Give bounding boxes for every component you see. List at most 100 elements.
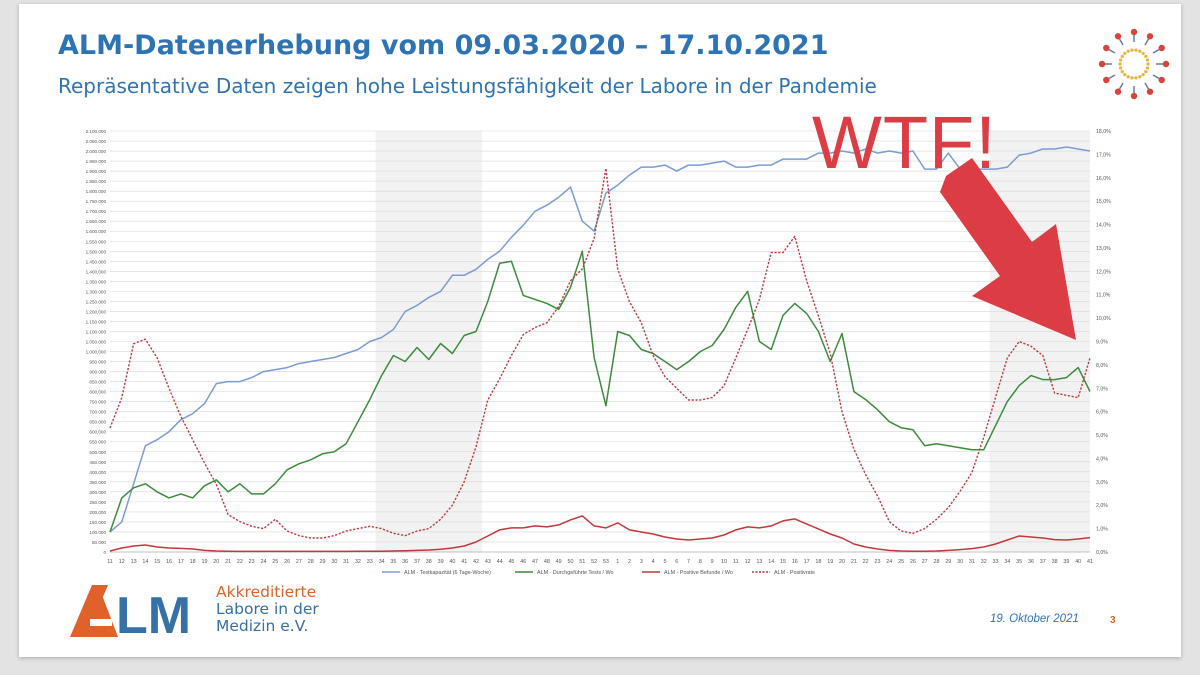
- alm-logo-mark: LM: [70, 585, 191, 637]
- x-tick: 29: [945, 559, 951, 565]
- x-tick: 16: [792, 559, 798, 565]
- x-tick: 31: [969, 559, 975, 565]
- slide-date: 19. Oktober 2021: [990, 613, 1079, 625]
- x-tick: 33: [993, 559, 999, 565]
- x-tick: 22: [237, 559, 243, 565]
- y-tick-right: 6,0%: [1096, 410, 1108, 416]
- y-tick-right: 13,0%: [1096, 246, 1111, 252]
- y-tick-left: 1.350.000: [86, 279, 107, 284]
- y-tick-left: 1.500.000: [86, 249, 107, 254]
- y-tick-left: 100.000: [89, 530, 106, 535]
- virus-icon: [1098, 28, 1170, 100]
- y-tick-left: 1.600.000: [86, 229, 107, 234]
- x-tick: 18: [815, 559, 821, 565]
- y-tick-left: 250.000: [89, 500, 106, 505]
- x-tick: 38: [1052, 559, 1058, 565]
- x-tick: 5: [663, 559, 666, 565]
- x-tick: 18: [190, 559, 196, 565]
- x-tick: 27: [922, 559, 928, 565]
- y-tick-right: 12,0%: [1096, 269, 1111, 275]
- x-tick: 49: [556, 559, 562, 565]
- x-tick: 28: [934, 559, 940, 565]
- x-tick: 53: [603, 559, 609, 565]
- x-tick: 47: [532, 559, 538, 565]
- x-tick: 8: [699, 559, 702, 565]
- x-tick: 44: [497, 559, 503, 565]
- x-tick: 25: [898, 559, 904, 565]
- logo-line-2: Labore in der: [216, 600, 319, 618]
- x-tick: 40: [449, 559, 455, 565]
- y-tick-left: 1.000.000: [86, 350, 107, 355]
- x-tick: 15: [780, 559, 786, 565]
- x-tick: 26: [284, 559, 290, 565]
- x-tick: 33: [367, 559, 373, 565]
- x-tick: 23: [874, 559, 880, 565]
- x-tick: 17: [804, 559, 810, 565]
- x-tick: 32: [981, 559, 987, 565]
- x-tick: 30: [331, 559, 337, 565]
- alm-logo-text: Akkreditierte Labore in der Medizin e.V.: [216, 584, 319, 635]
- x-tick: 15: [154, 559, 160, 565]
- y-tick-left: 300.000: [89, 490, 106, 495]
- y-tick-left: 650.000: [89, 420, 106, 425]
- y-tick-left: 550.000: [89, 440, 106, 445]
- x-tick: 24: [886, 559, 892, 565]
- y-tick-right: 3,0%: [1096, 480, 1108, 486]
- x-tick: 2: [628, 559, 631, 565]
- y-tick-left: 1.950.000: [86, 159, 107, 164]
- y-tick-left: 1.250.000: [86, 299, 107, 304]
- y-tick-left: 1.150.000: [86, 319, 107, 324]
- x-tick: 3: [640, 559, 643, 565]
- x-tick: 11: [733, 559, 739, 565]
- x-tick: 39: [1063, 559, 1069, 565]
- y-tick-left: 950.000: [89, 360, 106, 365]
- x-tick: 6: [675, 559, 678, 565]
- x-tick: 9: [711, 559, 714, 565]
- y-tick-right: 0,0%: [1096, 550, 1108, 556]
- y-tick-left: 500.000: [89, 450, 106, 455]
- y-tick-left: 1.450.000: [86, 259, 107, 264]
- y-tick-left: 600.000: [89, 430, 106, 435]
- x-tick: 14: [768, 559, 774, 565]
- y-tick-left: 1.100.000: [86, 329, 107, 334]
- x-tick: 21: [225, 559, 231, 565]
- x-tick: 10: [721, 559, 727, 565]
- y-tick-left: 400.000: [89, 470, 106, 475]
- x-tick: 51: [579, 559, 585, 565]
- x-tick: 46: [520, 559, 526, 565]
- y-tick-right: 2,0%: [1096, 503, 1108, 509]
- x-tick: 16: [166, 559, 172, 565]
- slide-title: ALM-Datenerhebung vom 09.03.2020 – 17.10…: [58, 30, 829, 61]
- x-tick: 48: [544, 559, 550, 565]
- legend-label: ALM - Testkapazität (6 Tage-Woche): [404, 570, 491, 576]
- x-tick: 12: [119, 559, 125, 565]
- y-tick-left: 900.000: [89, 370, 106, 375]
- x-tick: 19: [201, 559, 207, 565]
- legend-label: ALM - Positivrate: [774, 570, 815, 576]
- x-tick: 43: [485, 559, 491, 565]
- x-tick: 4: [652, 559, 655, 565]
- y-tick-left: 1.700.000: [86, 209, 107, 214]
- y-tick-left: 1.900.000: [86, 169, 107, 174]
- x-tick: 25: [272, 559, 278, 565]
- x-tick: 37: [1040, 559, 1046, 565]
- slide: [19, 4, 1181, 657]
- y-tick-left: 700.000: [89, 410, 106, 415]
- y-tick-left: 1.800.000: [86, 189, 107, 194]
- y-tick-right: 4,0%: [1096, 456, 1108, 462]
- legend-label: ALM - Durchgeführte Tests / Wo: [537, 570, 614, 576]
- y-tick-right: 1,0%: [1096, 527, 1108, 533]
- x-tick: 11: [107, 559, 113, 565]
- y-tick-right: 10,0%: [1096, 316, 1111, 322]
- y-tick-left: 1.300.000: [86, 289, 107, 294]
- x-tick: 24: [260, 559, 266, 565]
- y-tick-left: 1.050.000: [86, 340, 107, 345]
- y-tick-right: 17,0%: [1096, 152, 1111, 158]
- x-tick: 32: [355, 559, 361, 565]
- y-tick-left: 1.200.000: [86, 309, 107, 314]
- series-line-3: [109, 167, 1091, 539]
- x-tick: 1: [616, 559, 619, 565]
- y-tick-right: 9,0%: [1096, 340, 1108, 346]
- x-tick: 30: [957, 559, 963, 565]
